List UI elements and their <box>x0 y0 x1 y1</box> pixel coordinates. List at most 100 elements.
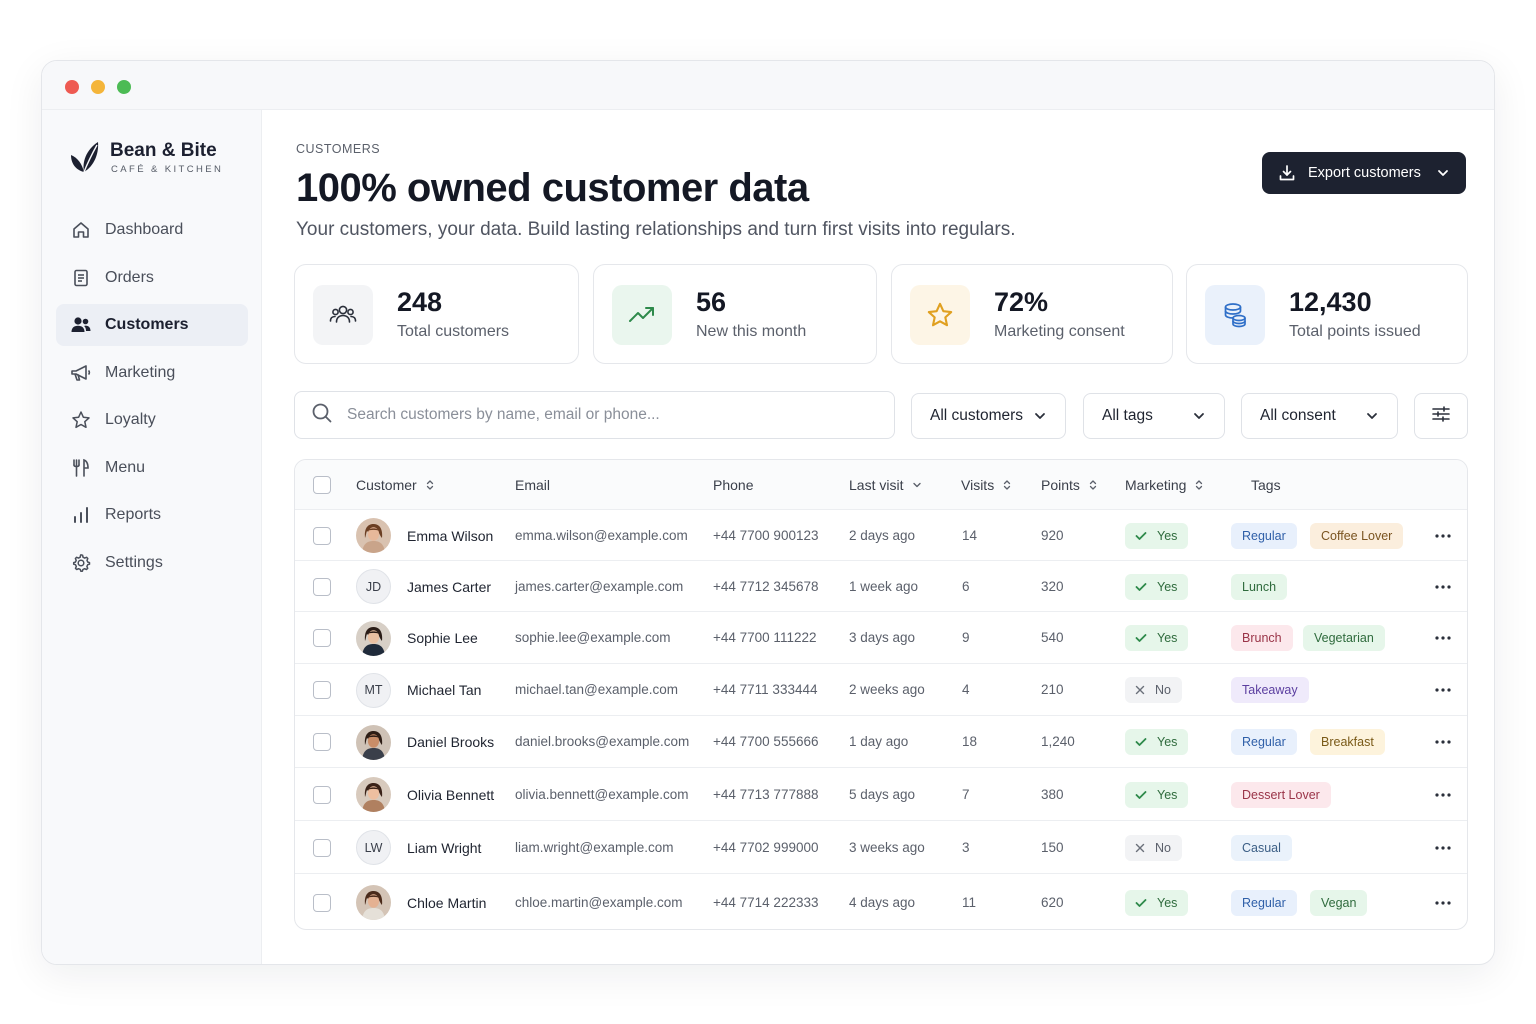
row-checkbox[interactable] <box>313 893 331 912</box>
table-row[interactable]: MT Michael Tan michael.tan@example.com +44 … <box>295 664 1467 716</box>
sidebar-item-loyalty[interactable]: Loyalty <box>56 399 248 441</box>
advanced-filters-button[interactable] <box>1414 393 1468 439</box>
customer-points: 620 <box>1041 894 1064 910</box>
sidebar-item-label: Orders <box>105 268 154 286</box>
customer-visits: 11 <box>962 894 977 910</box>
sidebar-item-label: Customers <box>105 316 189 333</box>
customer-name[interactable]: Emma Wilson <box>407 527 494 544</box>
maximize-window-button[interactable] <box>117 80 131 94</box>
sidebar-item-reports[interactable]: Reports <box>56 494 248 536</box>
minimize-window-button[interactable] <box>91 80 105 94</box>
column-header-visits[interactable]: Visits <box>961 477 1011 493</box>
table-row[interactable]: Olivia Bennett olivia.bennett@example.com… <box>295 768 1467 821</box>
row-actions-button[interactable] <box>1433 680 1453 700</box>
customer-name[interactable]: Olivia Bennett <box>407 786 495 803</box>
sidebar: Bean & Bite CAFÉ & KITCHEN Dashboard Ord… <box>42 110 262 964</box>
export-customers-button[interactable]: Export customers <box>1262 152 1466 194</box>
marketing-consent-label: Yes <box>1157 528 1178 543</box>
consent-filter-select[interactable]: All consent <box>1241 393 1398 439</box>
customers-filter-value: All customers <box>930 407 1024 424</box>
row-actions-button[interactable] <box>1433 628 1453 648</box>
sort-icon <box>1089 480 1097 490</box>
sort-icon <box>1003 480 1011 490</box>
column-header-last-visit[interactable]: Last visit <box>849 477 922 493</box>
marketing-consent-badge: No <box>1125 677 1182 703</box>
column-header-customer[interactable]: Customer <box>356 477 434 493</box>
sidebar-item-menu[interactable]: Menu <box>56 447 248 489</box>
search-box[interactable] <box>294 391 895 439</box>
sidebar-item-settings[interactable]: Settings <box>56 542 248 584</box>
column-header-email: Email <box>515 477 550 493</box>
users-icon <box>313 285 373 345</box>
page-eyebrow: CUSTOMERS <box>296 142 381 156</box>
table-row[interactable]: Sophie Lee sophie.lee@example.com +44 7700… <box>295 612 1467 664</box>
download-icon <box>1278 164 1296 182</box>
customer-name[interactable]: Sophie Lee <box>407 630 478 646</box>
row-checkbox[interactable] <box>313 681 331 699</box>
row-checkbox[interactable] <box>313 733 331 751</box>
home-icon <box>70 219 92 241</box>
marketing-consent-badge: No <box>1125 834 1182 861</box>
main-content: CUSTOMERS 100% owned customer data Your … <box>262 110 1494 964</box>
customer-name[interactable]: Chloe Martin <box>407 894 487 911</box>
stat-caption: Total customers <box>397 323 510 340</box>
stat-card-total-points: 12,430 Total points issued <box>1186 264 1468 364</box>
customer-last-visit: 3 weeks ago <box>849 839 925 855</box>
customer-name[interactable]: James Carter <box>407 578 492 595</box>
sidebar-nav: Dashboard Orders Customers Marketing <box>56 209 248 589</box>
customer-email: michael.tan@example.com <box>515 682 679 697</box>
customer-name[interactable]: Daniel Brooks <box>407 734 495 750</box>
more-horizontal-icon <box>1435 900 1451 905</box>
row-actions-button[interactable] <box>1433 838 1453 858</box>
row-checkbox[interactable] <box>313 526 331 545</box>
customer-points: 320 <box>1041 578 1064 594</box>
bar-chart-icon <box>70 504 92 526</box>
customer-visits: 18 <box>962 734 978 749</box>
check-icon <box>1135 898 1147 908</box>
tag-badge: Dessert Lover <box>1231 781 1331 808</box>
customer-visits: 9 <box>962 630 970 645</box>
table-row[interactable]: LW Liam Wright liam.wright@example.com +44 … <box>295 821 1467 874</box>
row-actions-button[interactable] <box>1433 893 1453 913</box>
page-subtitle: Your customers, your data. Build lasting… <box>296 219 1016 240</box>
column-header-points[interactable]: Points <box>1041 477 1097 493</box>
receipt-icon <box>70 267 92 289</box>
customer-name[interactable]: Liam Wright <box>407 839 482 856</box>
close-window-button[interactable] <box>65 80 79 94</box>
table-row[interactable]: Daniel Brooks daniel.brooks@example.com +4… <box>295 716 1467 768</box>
search-input[interactable] <box>347 406 867 424</box>
customer-name[interactable]: Michael Tan <box>407 682 482 698</box>
row-checkbox[interactable] <box>313 577 331 596</box>
customers-filter-select[interactable]: All customers <box>911 393 1066 439</box>
sidebar-item-customers[interactable]: Customers <box>56 304 248 346</box>
row-actions-button[interactable] <box>1433 526 1453 546</box>
column-header-marketing[interactable]: Marketing <box>1125 477 1203 493</box>
row-checkbox[interactable] <box>313 629 331 647</box>
row-actions-button[interactable] <box>1433 577 1453 597</box>
customer-last-visit: 2 days ago <box>849 527 916 543</box>
row-actions-button[interactable] <box>1433 732 1453 752</box>
customer-visits: 4 <box>962 682 970 697</box>
tag-badge: Takeaway <box>1231 677 1309 703</box>
table-header: Customer Email Phone Last visit Visits P… <box>295 460 1467 510</box>
tags-filter-select[interactable]: All tags <box>1083 393 1225 439</box>
sidebar-item-label: Dashboard <box>105 221 184 238</box>
table-row[interactable]: Chloe Martin chloe.martin@example.com +44 … <box>295 874 1467 929</box>
sidebar-item-marketing[interactable]: Marketing <box>56 352 248 394</box>
customer-points: 210 <box>1041 682 1064 697</box>
row-checkbox[interactable] <box>313 838 331 857</box>
row-actions-button[interactable] <box>1433 785 1453 805</box>
sidebar-item-dashboard[interactable]: Dashboard <box>56 209 248 251</box>
marketing-consent-badge: Yes <box>1125 573 1189 600</box>
column-header-tags: Tags <box>1251 477 1281 493</box>
sidebar-item-orders[interactable]: Orders <box>56 257 248 299</box>
table-row[interactable]: JD James Carter james.carter@example.com +4… <box>295 561 1467 612</box>
tag-badge: Regular <box>1231 522 1297 549</box>
more-horizontal-icon <box>1435 688 1451 692</box>
avatar <box>356 620 391 656</box>
row-checkbox[interactable] <box>313 785 331 804</box>
table-row[interactable]: Emma Wilson emma.wilson@example.com +44 77… <box>295 510 1467 561</box>
select-all-checkbox[interactable] <box>313 476 331 494</box>
avatar: LW <box>356 830 391 865</box>
check-icon <box>1135 582 1147 592</box>
